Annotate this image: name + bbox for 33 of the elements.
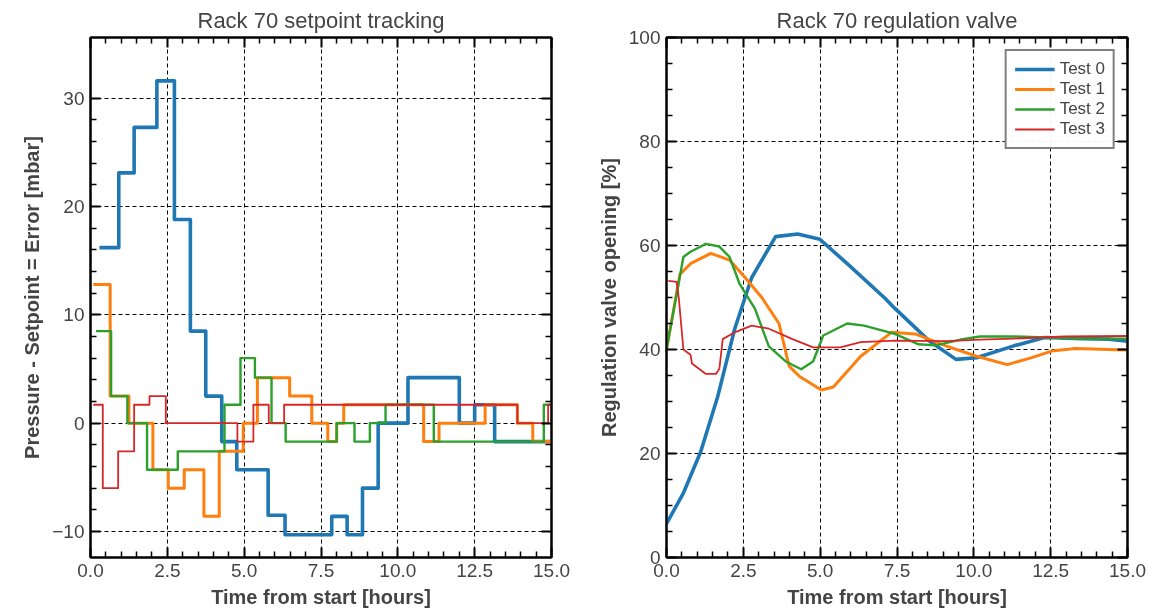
legend-label: Test 2 <box>1059 99 1105 119</box>
y-axis-title: Pressure - Setpoint = Error [mbar] <box>21 136 44 459</box>
y-tick-label: 100 <box>628 27 661 48</box>
y-tick-label: 40 <box>639 339 661 360</box>
chart-title: Rack 70 regulation valve <box>776 7 1018 33</box>
y-tick-label: 20 <box>63 196 85 217</box>
y-tick-label: 0 <box>73 412 85 434</box>
legend-label: Test 0 <box>1059 59 1105 79</box>
y-tick-label: −10 <box>52 521 85 542</box>
x-tick-label: 5.0 <box>230 559 258 581</box>
x-tick-label: 0.0 <box>77 559 104 581</box>
y-tick-label: 30 <box>63 87 85 109</box>
x-tick-label: 12.5 <box>456 559 494 581</box>
chart-title: Rack 70 setpoint tracking <box>197 7 445 33</box>
y-tick-label: 60 <box>639 235 661 256</box>
x-axis-title: Time from start [hours] <box>211 585 431 608</box>
y-axis-title: Regulation valve opening [%] <box>597 158 620 437</box>
y-tick-label: 10 <box>63 304 85 326</box>
x-axis-title: Time from start [hours] <box>787 585 1007 608</box>
x-tick-label: 2.5 <box>154 559 181 581</box>
y-tick-label: 80 <box>639 131 661 152</box>
x-tick-label: 2.5 <box>730 559 757 581</box>
legend-label: Test 1 <box>1059 79 1105 99</box>
x-tick-label: 15.0 <box>1109 559 1146 581</box>
x-tick-label: 10.0 <box>955 559 993 581</box>
x-tick-label: 7.5 <box>307 559 335 581</box>
x-tick-label: 15.0 <box>533 559 570 581</box>
x-tick-label: 10.0 <box>379 559 417 581</box>
x-tick-label: 7.5 <box>883 559 911 581</box>
x-tick-label: 5.0 <box>806 559 834 581</box>
y-tick-label: 20 <box>639 443 661 464</box>
legend-label: Test 3 <box>1059 119 1105 139</box>
x-tick-label: 12.5 <box>1032 559 1070 581</box>
